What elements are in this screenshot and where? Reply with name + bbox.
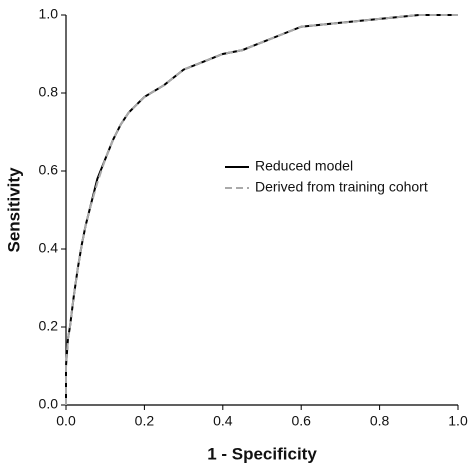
x-tick-label: 0.6 <box>291 413 311 429</box>
roc-line <box>65 14 458 405</box>
x-tick-label: 0.8 <box>370 413 390 429</box>
x-tick-label: 0.4 <box>213 413 233 429</box>
y-tick-label: 0.4 <box>39 240 59 256</box>
y-tick-label: 0.0 <box>39 396 59 412</box>
y-tick-label: 1.0 <box>39 6 59 22</box>
roc-line <box>65 14 458 405</box>
y-tick-label: 0.8 <box>39 84 59 100</box>
x-tick-label: 1.0 <box>448 413 468 429</box>
x-axis-title: 1 - Specificity <box>207 444 317 463</box>
legend-label: Derived from training cohort <box>255 179 428 195</box>
legend-label: Reduced model <box>255 158 353 174</box>
y-tick-label: 0.2 <box>39 318 59 334</box>
x-tick-label: 0.2 <box>135 413 155 429</box>
x-tick-label: 0.0 <box>56 413 76 429</box>
y-axis-title: Sensitivity <box>4 167 23 253</box>
y-tick-label: 0.6 <box>39 162 59 178</box>
